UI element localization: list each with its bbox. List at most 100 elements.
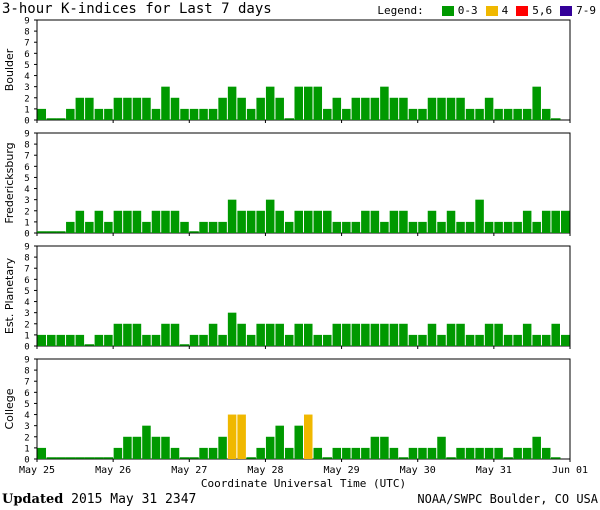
bar-fredericksburg: [503, 221, 513, 233]
bar-boulder: [418, 108, 427, 120]
bar-boulder: [323, 108, 332, 120]
bar-boulder: [541, 108, 551, 120]
bar-fredericksburg: [494, 221, 503, 233]
y-tick-label: 8: [24, 141, 29, 151]
y-tick-label: 6: [24, 389, 29, 399]
bar-est-planetary: [237, 323, 246, 346]
bar-college: [227, 414, 237, 459]
x-tick-label: Jun 01: [552, 465, 588, 476]
panel-label-boulder: Boulder: [3, 48, 16, 91]
bar-boulder: [227, 86, 237, 120]
bar-college: [304, 414, 313, 459]
bar-boulder: [484, 97, 494, 120]
bar-est-planetary: [170, 323, 180, 346]
bar-college: [256, 447, 265, 459]
x-tick-label: May 30: [400, 465, 436, 476]
updated-label: Updated: [2, 492, 64, 507]
bar-fredericksburg: [265, 199, 275, 233]
bar-fredericksburg: [237, 210, 246, 233]
legend: Legend: 0-3 4 5,6 7-9: [377, 4, 596, 17]
bar-fredericksburg: [304, 210, 313, 233]
y-tick-label: 7: [24, 152, 29, 162]
bar-est-planetary: [465, 334, 475, 346]
bar-boulder: [132, 97, 142, 120]
bar-boulder: [66, 108, 75, 120]
bar-college: [237, 414, 246, 459]
bar-college: [475, 447, 484, 459]
bar-est-planetary: [56, 334, 66, 346]
legend-item-4: 4: [485, 4, 508, 17]
bar-boulder: [75, 97, 85, 120]
bar-est-planetary: [294, 323, 303, 346]
bar-college: [427, 447, 437, 459]
bar-fredericksburg: [256, 210, 265, 233]
bar-est-planetary: [332, 323, 342, 346]
bar-fredericksburg: [180, 221, 189, 233]
bar-est-planetary: [342, 323, 351, 346]
y-tick-label: 6: [24, 163, 29, 173]
bar-est-planetary: [161, 323, 170, 346]
bar-est-planetary: [304, 323, 313, 346]
bar-est-planetary: [484, 323, 494, 346]
y-tick-label: 5: [24, 400, 29, 410]
bar-college: [484, 447, 494, 459]
legend-swatch-5-6: [516, 5, 529, 16]
y-tick-label: 8: [24, 254, 29, 264]
bar-est-planetary: [208, 323, 218, 346]
bar-fredericksburg: [94, 210, 104, 233]
x-tick-label: May 26: [95, 465, 131, 476]
bar-fredericksburg: [275, 210, 284, 233]
bar-college: [37, 447, 47, 459]
bar-est-planetary: [532, 334, 541, 346]
bar-boulder: [503, 108, 513, 120]
bar-college: [218, 436, 227, 459]
bar-boulder: [361, 97, 370, 120]
y-tick-label: 6: [24, 50, 29, 60]
bar-est-planetary: [370, 323, 380, 346]
x-axis-label: Coordinate Universal Time (UTC): [201, 477, 406, 490]
y-tick-label: 4: [24, 411, 29, 421]
bar-fredericksburg: [170, 210, 180, 233]
bar-boulder: [532, 86, 541, 120]
bar-fredericksburg: [332, 221, 342, 233]
y-tick-label: 3: [24, 422, 29, 432]
bar-fredericksburg: [227, 199, 237, 233]
bar-college: [208, 447, 218, 459]
bar-college: [418, 447, 427, 459]
bar-boulder: [37, 108, 47, 120]
y-tick-label: 7: [24, 265, 29, 275]
y-tick-label: 9: [24, 356, 29, 366]
bar-fredericksburg: [408, 221, 418, 233]
bar-fredericksburg: [208, 221, 218, 233]
y-tick-label: 6: [24, 276, 29, 286]
bar-college: [113, 447, 123, 459]
bar-boulder: [265, 86, 275, 120]
bar-est-planetary: [456, 323, 465, 346]
x-tick-label: May 28: [247, 465, 283, 476]
bar-fredericksburg: [246, 210, 256, 233]
bar-fredericksburg: [551, 210, 560, 233]
bar-boulder: [380, 86, 389, 120]
bar-fredericksburg: [132, 210, 142, 233]
bar-college: [170, 447, 180, 459]
bar-fredericksburg: [370, 210, 380, 233]
bar-fredericksburg: [323, 210, 332, 233]
bar-boulder: [142, 97, 151, 120]
bar-boulder: [151, 108, 161, 120]
bar-college: [522, 447, 532, 459]
bar-fredericksburg: [361, 210, 370, 233]
y-tick-label: 3: [24, 83, 29, 93]
legend-swatch-4: [485, 5, 498, 16]
y-tick-label: 7: [24, 378, 29, 388]
bar-est-planetary: [189, 334, 199, 346]
y-tick-label: 9: [24, 130, 29, 140]
bar-est-planetary: [313, 334, 323, 346]
bar-est-planetary: [560, 334, 570, 346]
y-tick-label: 1: [24, 105, 29, 115]
legend-label: Legend:: [377, 4, 424, 17]
bar-college: [408, 447, 418, 459]
bar-est-planetary: [246, 334, 256, 346]
bar-est-planetary: [389, 323, 399, 346]
bar-boulder: [513, 108, 522, 120]
bar-boulder: [199, 108, 208, 120]
